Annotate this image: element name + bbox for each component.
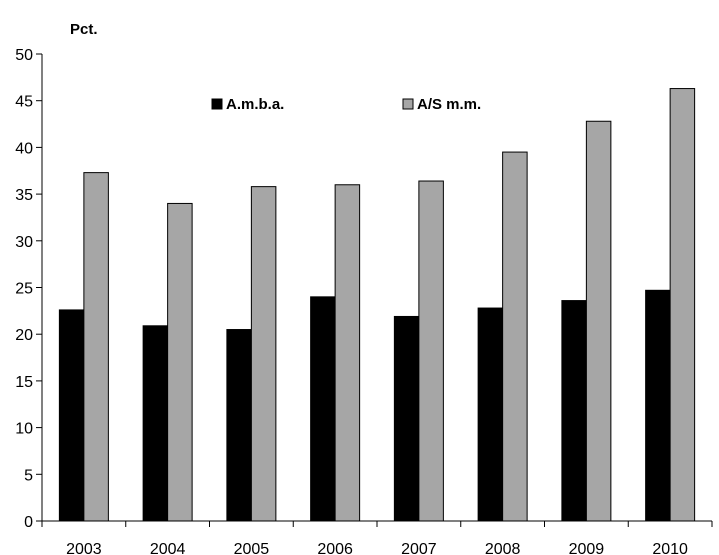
x-axis: 2003 2004 2005 2006 2007 2008 2009 2010 (41, 520, 713, 555)
bar (393, 315, 420, 522)
bar (645, 289, 671, 522)
bar (250, 186, 277, 522)
bars-group (58, 88, 696, 522)
y-tick-label: 0 (24, 514, 33, 531)
bar (561, 300, 587, 522)
x-tick-label: 2006 (317, 541, 353, 555)
legend-swatch (211, 98, 223, 110)
y-ticks: 0 5 10 15 20 25 30 35 40 45 50 (15, 47, 42, 531)
bar (83, 172, 109, 522)
legend-swatch (402, 98, 414, 110)
bar (502, 151, 528, 522)
legend: A.m.b.a. A/S m.m. (211, 96, 481, 113)
bar (226, 329, 252, 522)
bar (669, 88, 696, 522)
bar (167, 202, 193, 522)
legend-label: A.m.b.a. (226, 96, 284, 113)
x-tick-label: 2009 (569, 541, 605, 555)
y-tick-label: 25 (15, 281, 33, 298)
x-tick-label: 2003 (66, 541, 102, 555)
x-tick-label: 2004 (150, 541, 186, 555)
y-axis-label: Pct. (70, 21, 98, 38)
legend-label: A/S m.m. (417, 96, 481, 113)
y-tick-label: 10 (15, 421, 33, 438)
x-tick-label: 2010 (652, 541, 688, 555)
y-tick-label: 30 (15, 234, 33, 251)
y-tick-label: 50 (15, 47, 33, 64)
x-tick-label: 2008 (485, 541, 521, 555)
bar (477, 307, 504, 522)
y-tick-label: 35 (15, 187, 33, 204)
bar (585, 120, 612, 522)
x-ticks: 2003 2004 2005 2006 2007 2008 2009 2010 (41, 521, 713, 555)
y-axis: 0 5 10 15 20 25 30 35 40 45 50 (15, 47, 43, 531)
bar (310, 296, 336, 522)
y-tick-label: 45 (15, 94, 33, 111)
x-tick-label: 2005 (234, 541, 270, 555)
y-tick-label: 5 (24, 467, 33, 484)
y-tick-label: 40 (15, 140, 33, 157)
bar (334, 184, 361, 522)
y-tick-label: 20 (15, 327, 33, 344)
bar (142, 325, 169, 522)
bar (418, 180, 444, 522)
y-tick-label: 15 (15, 374, 33, 391)
x-tick-label: 2007 (401, 541, 437, 555)
bar (58, 309, 85, 522)
